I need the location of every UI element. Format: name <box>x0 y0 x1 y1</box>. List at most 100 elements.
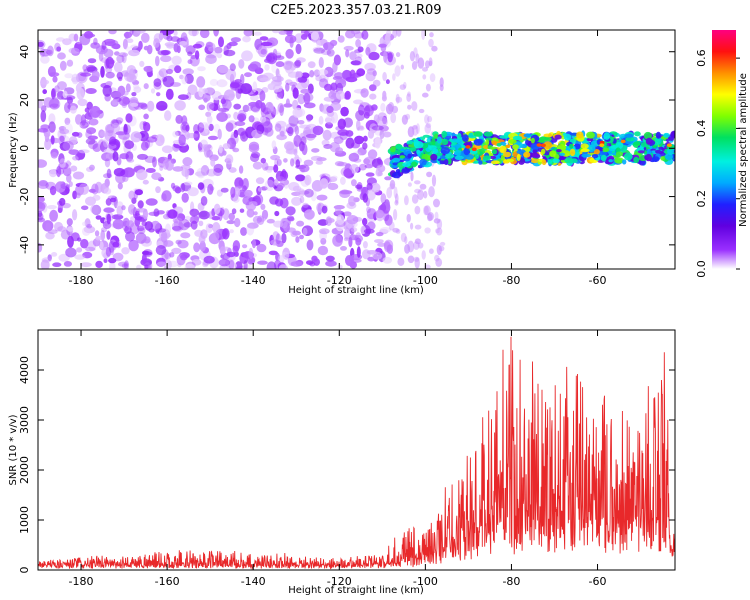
heatmap-cell <box>136 264 142 269</box>
heatmap-cell <box>235 89 242 100</box>
heatmap-cell <box>284 250 290 257</box>
heatmap-cell <box>230 82 240 89</box>
heatmap-cell <box>225 68 237 81</box>
heatmap-cell <box>352 216 363 222</box>
heatmap-cell <box>114 51 120 56</box>
heatmap-cell <box>259 36 269 41</box>
heatmap-cell <box>128 68 136 81</box>
heatmap-cell <box>109 197 117 203</box>
heatmap-cell <box>104 38 116 44</box>
heatmap-cell <box>208 46 216 52</box>
heatmap-cell <box>82 251 93 259</box>
heatmap-cell <box>257 260 268 265</box>
heatmap-cell <box>325 216 332 227</box>
heatmap-cell <box>197 142 203 151</box>
heatmap-cell <box>401 168 410 174</box>
heatmap-cell <box>145 198 158 206</box>
heatmap-cell <box>332 234 343 247</box>
heatmap-cell <box>44 138 52 151</box>
heatmap-cell <box>118 52 128 58</box>
heatmap-cell <box>190 220 198 230</box>
heatmap-cell <box>153 78 162 87</box>
heatmap-cell <box>392 227 400 233</box>
heatmap-cell <box>425 83 431 92</box>
heatmap-cell <box>413 241 420 250</box>
heatmap-cell <box>296 220 305 227</box>
heatmap-cell <box>299 124 311 129</box>
heatmap-cell <box>288 115 299 127</box>
heatmap-cell <box>196 167 206 179</box>
heatmap-cell <box>462 134 469 143</box>
heatmap-cell <box>178 134 186 146</box>
heatmap-cell <box>414 224 422 230</box>
heatmap-cell <box>198 235 206 244</box>
heatmap-cell <box>309 70 315 78</box>
heatmap-cell <box>337 162 348 167</box>
heatmap-cell <box>275 61 285 68</box>
heatmap-cell <box>121 263 129 269</box>
heatmap-cell <box>428 186 435 198</box>
heatmap-cell <box>270 239 281 246</box>
heatmap-cell <box>253 211 258 216</box>
heatmap-cell <box>322 42 335 50</box>
heatmap-cell <box>202 261 209 268</box>
heatmap-cell <box>439 77 444 88</box>
heatmap-cell <box>415 123 420 135</box>
heatmap-cell <box>410 171 414 182</box>
heatmap-cell <box>463 147 470 156</box>
heatmap-cell <box>391 171 402 179</box>
heatmap-cell <box>75 192 81 199</box>
heatmap-cell <box>119 153 129 160</box>
heatmap-cell <box>50 135 55 145</box>
heatmap-cell <box>389 183 395 190</box>
heatmap-cell <box>122 38 128 50</box>
heatmap-cell <box>143 113 149 120</box>
heatmap-cell <box>203 255 215 264</box>
heatmap-cell <box>424 123 432 134</box>
heatmap-cell <box>155 55 160 67</box>
heatmap-cell <box>304 209 315 220</box>
heatmap-cell <box>266 261 277 269</box>
heatmap-cell <box>112 241 120 248</box>
heatmap-cell <box>259 77 271 82</box>
heatmap-cell <box>183 222 193 228</box>
heatmap-cell <box>42 89 47 95</box>
heatmap-cell <box>538 139 545 143</box>
heatmap-cell <box>422 92 429 98</box>
heatmap-cell <box>368 51 380 61</box>
heatmap-cell <box>106 230 111 240</box>
heatmap-cell <box>278 92 283 99</box>
heatmap-cell <box>295 174 306 182</box>
heatmap-cell <box>580 148 590 153</box>
heatmap-cell <box>197 182 205 190</box>
heatmap-cell <box>329 141 340 153</box>
heatmap-cell <box>284 141 295 151</box>
heatmap-cell <box>222 228 230 240</box>
heatmap-cell <box>71 131 80 137</box>
heatmap-cell <box>81 205 89 211</box>
heatmap-cell <box>392 157 401 163</box>
heatmap-cell <box>668 136 675 141</box>
heatmap-cell <box>213 30 219 37</box>
heatmap-cell <box>48 169 58 178</box>
heatmap-cell <box>365 46 371 56</box>
heatmap-cell <box>580 143 589 149</box>
heatmap-cell <box>372 70 377 77</box>
heatmap-cell <box>72 156 79 161</box>
heatmap-cell <box>252 81 258 93</box>
heatmap-cell <box>218 144 223 154</box>
heatmap-cell <box>72 171 85 180</box>
heatmap-cell <box>354 135 365 145</box>
heatmap-cell <box>138 40 143 51</box>
heatmap-cell <box>130 216 135 222</box>
heatmap-cell <box>62 90 68 99</box>
heatmap-cell <box>331 111 338 124</box>
heatmap-cell <box>126 158 135 163</box>
heatmap-cell <box>407 91 411 97</box>
heatmap-cell <box>112 151 119 162</box>
heatmap-cell <box>637 150 645 154</box>
heatmap-cell <box>530 137 535 144</box>
heatmap-cell <box>85 246 96 252</box>
heatmap-cell <box>407 104 412 110</box>
heatmap-cell <box>206 149 214 158</box>
